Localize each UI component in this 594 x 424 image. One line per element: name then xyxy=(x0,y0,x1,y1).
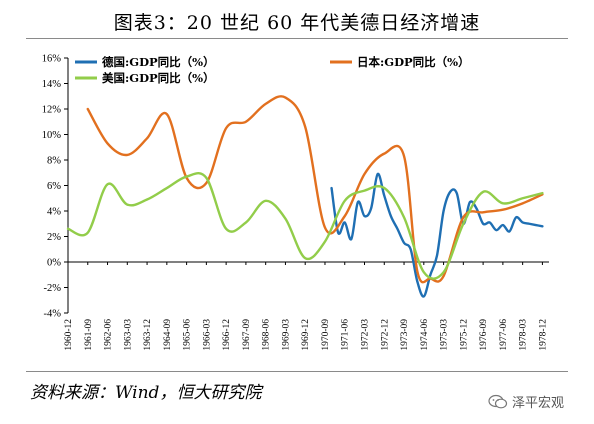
y-tick-label: 6% xyxy=(47,181,61,192)
title-divider xyxy=(26,38,568,39)
x-tick-label: 1969-03 xyxy=(281,319,291,351)
chart-title: 图表3：20 世纪 60 年代美德日经济增速 xyxy=(113,12,481,34)
x-tick-label: 1977-06 xyxy=(499,319,509,351)
y-axis: -4% -2% 0% 2% 4% 6% 8% 10% 12% 14% 16% xyxy=(42,54,69,320)
x-tick-label: 1963-03 xyxy=(123,319,133,351)
y-tick-label: 16% xyxy=(42,54,62,65)
source-divider xyxy=(26,371,568,372)
series-layer xyxy=(66,95,544,298)
x-tick-label: 1966-03 xyxy=(202,319,212,351)
x-tick-label: 1978-03 xyxy=(519,319,529,351)
germany-gdp-line xyxy=(330,172,544,298)
legend-germany: 德国:GDP同比（%） xyxy=(75,55,215,69)
legend-label: 美国:GDP同比（%） xyxy=(102,71,215,85)
y-tick-label: 8% xyxy=(47,156,61,167)
x-tick-label: 1960-12 xyxy=(64,319,74,351)
watermark-label: 泽平宏观 xyxy=(512,396,565,411)
x-tick-label: 1968-06 xyxy=(262,319,272,351)
y-tick-label: 10% xyxy=(42,130,62,141)
legend-label: 日本:GDP同比（%） xyxy=(357,55,470,69)
watermark: 泽平宏观 xyxy=(488,392,564,411)
x-tick-label: 1972-12 xyxy=(380,319,390,351)
x-axis: 1960-12 1961-09 1962-06 1963-03 1963-12 1964-… xyxy=(64,261,549,351)
wechat-icon xyxy=(488,394,508,408)
legend: 德国:GDP同比（%） 日本:GDP同比（%） 美国:GDP同比（%） xyxy=(75,55,470,85)
japan-gdp-line xyxy=(86,95,544,284)
gdp-growth-line-chart: -4% -2% 0% 2% 4% 6% 8% 10% 12% 14% 16% 1960-12 1961… xyxy=(42,54,549,351)
y-tick-label: 2% xyxy=(47,232,61,243)
y-tick-label: -2% xyxy=(44,283,62,294)
y-tick-label: 14% xyxy=(42,79,62,90)
x-tick-label: 1962-06 xyxy=(104,319,114,351)
x-tick-label: 1974-06 xyxy=(420,319,430,351)
x-tick-label: 1967-09 xyxy=(242,319,252,351)
x-tick-label: 1963-12 xyxy=(143,319,153,351)
x-tick-label: 1976-09 xyxy=(479,319,489,351)
source-note: 资料来源：Wind，恒大研究院 xyxy=(30,383,262,403)
x-tick-label: 1965-06 xyxy=(183,319,193,351)
x-tick-label: 1971-06 xyxy=(341,319,351,351)
usa-gdp-line xyxy=(66,171,544,280)
x-tick-label: 1970-09 xyxy=(321,319,331,351)
legend-label: 德国:GDP同比（%） xyxy=(101,55,215,69)
x-tick-label: 1975-03 xyxy=(440,319,450,351)
x-tick-label: 1961-09 xyxy=(84,319,94,351)
y-tick-label: 4% xyxy=(47,207,61,218)
x-tick-label: 1978-12 xyxy=(538,319,548,351)
x-tick-label: 1964-09 xyxy=(163,319,173,351)
x-tick-label: 1969-12 xyxy=(301,319,311,351)
x-tick-label: 1966-12 xyxy=(222,319,232,351)
y-tick-label: 12% xyxy=(42,105,62,116)
y-tick-label: 0% xyxy=(47,258,61,269)
x-tick-label: 1975-12 xyxy=(459,319,469,351)
x-tick-label: 1972-03 xyxy=(361,319,371,351)
y-tick-label: -4% xyxy=(44,309,62,320)
legend-japan: 日本:GDP同比（%） xyxy=(330,55,470,69)
legend-usa: 美国:GDP同比（%） xyxy=(75,71,215,85)
x-tick-label: 1973-09 xyxy=(400,319,410,351)
